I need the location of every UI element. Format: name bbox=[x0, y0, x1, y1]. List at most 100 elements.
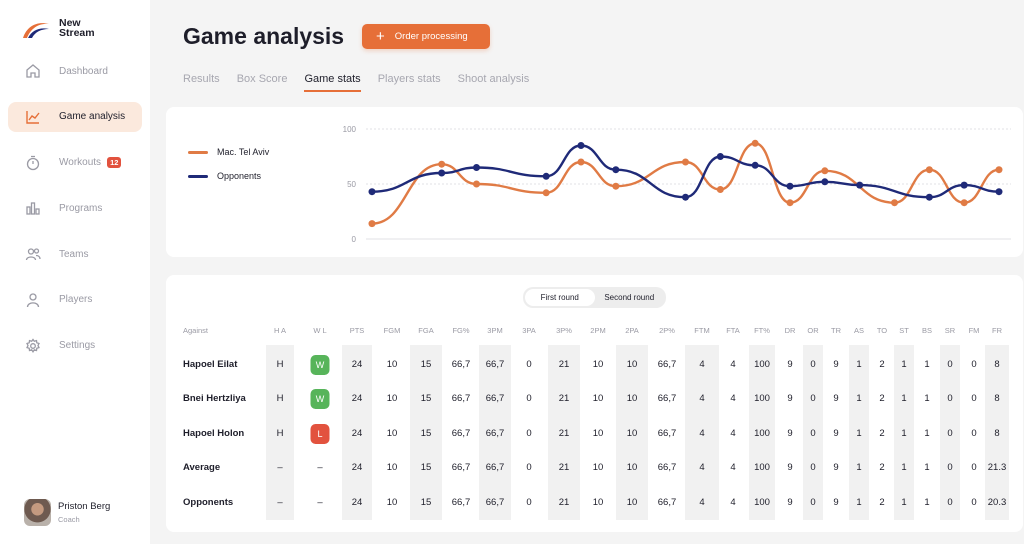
column-header[interactable]: BS bbox=[921, 326, 933, 335]
tab-results[interactable]: Results bbox=[183, 73, 220, 85]
column-header[interactable]: FTM bbox=[694, 326, 710, 335]
column-header[interactable]: 3PM bbox=[487, 326, 503, 335]
sidebar-item-game-analysis[interactable]: Game analysis bbox=[8, 101, 142, 132]
loss-badge: L bbox=[310, 423, 330, 444]
stat-cell: 9 bbox=[833, 427, 839, 439]
stat-cell: 10 bbox=[386, 359, 398, 370]
series-home-point[interactable] bbox=[438, 160, 446, 168]
column-header[interactable]: FGA bbox=[418, 326, 434, 335]
column-header[interactable]: FGM bbox=[383, 326, 401, 335]
series-opponents-point[interactable] bbox=[960, 181, 968, 189]
second-round-button[interactable]: Second round bbox=[604, 293, 655, 302]
first-round-button[interactable]: First round bbox=[525, 289, 595, 306]
series-opponents-point[interactable] bbox=[577, 142, 585, 149]
home-away-cell: H bbox=[276, 393, 284, 405]
series-opponents-point[interactable] bbox=[995, 188, 1003, 196]
column-shade bbox=[749, 345, 775, 520]
tab-shoot-analysis[interactable]: Shoot analysis bbox=[457, 73, 530, 85]
stat-cell: 1 bbox=[856, 496, 862, 508]
sidebar-item-teams[interactable]: Teams bbox=[8, 239, 142, 269]
series-opponents-point[interactable] bbox=[473, 164, 480, 171]
column-header[interactable]: FM bbox=[968, 326, 980, 335]
series-home-point[interactable] bbox=[577, 158, 585, 166]
stat-cell: 9 bbox=[787, 359, 793, 370]
stat-cell: 20.3 bbox=[987, 496, 1007, 508]
series-home-point[interactable] bbox=[716, 186, 724, 193]
tab-game-stats[interactable]: Game stats bbox=[304, 73, 361, 92]
stat-cell: 1 bbox=[924, 496, 930, 508]
series-opponents-point[interactable] bbox=[438, 169, 446, 177]
series-home-point[interactable] bbox=[368, 220, 376, 228]
column-header[interactable]: W L bbox=[313, 326, 327, 335]
stat-cell: 66,7 bbox=[657, 427, 677, 439]
series-home-point[interactable] bbox=[995, 166, 1003, 174]
column-shade bbox=[616, 345, 648, 520]
column-header[interactable]: SR bbox=[944, 326, 956, 335]
column-header[interactable]: AS bbox=[853, 326, 865, 335]
column-header[interactable]: 3P% bbox=[556, 326, 572, 335]
series-opponents-point[interactable] bbox=[751, 161, 759, 169]
column-header[interactable]: TR bbox=[831, 326, 841, 335]
series-home-point[interactable] bbox=[786, 199, 794, 207]
win-badge: W bbox=[310, 389, 330, 410]
order-processing-button[interactable]: + Order processing bbox=[362, 24, 490, 49]
sidebar-item-players[interactable]: Players bbox=[8, 285, 142, 315]
series-home-point[interactable] bbox=[925, 166, 933, 174]
column-header[interactable]: PTS bbox=[349, 326, 365, 335]
sidebar-nav: Dashboard Game analysis Workouts 12 Prog… bbox=[8, 56, 142, 377]
series-home-point[interactable] bbox=[821, 167, 829, 175]
table-row: Hapoel Holon H L 24 10 15 66,7 66,7 0 21 10 10 66,7 4… bbox=[166, 417, 1023, 451]
sidebar-item-programs[interactable]: Programs bbox=[8, 193, 142, 223]
series-opponents-point[interactable] bbox=[542, 172, 550, 180]
stat-cell: 0 bbox=[947, 359, 953, 370]
sidebar-item-settings[interactable]: Settings bbox=[8, 331, 142, 361]
user-icon bbox=[24, 291, 42, 309]
stat-cell: 0 bbox=[947, 496, 953, 508]
user-name: Priston Berg bbox=[58, 501, 111, 512]
series-home-point[interactable] bbox=[891, 199, 898, 207]
series-opponents-point[interactable] bbox=[925, 193, 933, 201]
column-header[interactable]: FTA bbox=[726, 326, 740, 335]
column-header[interactable]: 3PA bbox=[522, 326, 536, 335]
series-opponents-point[interactable] bbox=[856, 181, 864, 189]
stat-cell: 66,7 bbox=[657, 496, 677, 508]
stat-cell: 0 bbox=[971, 496, 977, 508]
series-home-point[interactable] bbox=[682, 158, 689, 166]
sidebar-item-label: Settings bbox=[59, 340, 96, 352]
column-shade bbox=[894, 345, 914, 520]
stat-cell: 0 bbox=[810, 427, 816, 439]
sidebar-item-dashboard[interactable]: Dashboard bbox=[8, 56, 142, 86]
series-home-point[interactable] bbox=[612, 182, 620, 190]
user-profile[interactable]: Priston Berg Coach bbox=[24, 499, 110, 526]
column-header[interactable]: 2PA bbox=[625, 326, 639, 335]
column-header[interactable]: TO bbox=[876, 326, 888, 335]
tab-players-stats[interactable]: Players stats bbox=[377, 73, 441, 85]
column-header[interactable]: FG% bbox=[452, 326, 470, 335]
y-tick-label: 50 bbox=[347, 180, 356, 189]
app-name-line1: New bbox=[59, 17, 81, 29]
tab-box-score[interactable]: Box Score bbox=[236, 73, 288, 85]
series-opponents-point[interactable] bbox=[612, 166, 620, 174]
sidebar-item-workouts[interactable]: Workouts 12 bbox=[8, 148, 142, 178]
team-name: Average bbox=[183, 462, 221, 474]
series-opponents-point[interactable] bbox=[682, 193, 689, 201]
series-opponents-point[interactable] bbox=[716, 153, 724, 160]
series-home-point[interactable] bbox=[473, 180, 480, 188]
series-home-point[interactable] bbox=[542, 189, 550, 197]
column-header[interactable]: H A bbox=[273, 326, 287, 335]
app-logo[interactable]: New Stream bbox=[22, 18, 95, 40]
column-header[interactable]: DR bbox=[784, 326, 796, 335]
column-header[interactable]: 2P% bbox=[659, 326, 675, 335]
column-header[interactable]: FT% bbox=[754, 326, 770, 335]
win-loss-cell: – bbox=[317, 462, 323, 474]
series-home-point[interactable] bbox=[960, 199, 968, 207]
column-header[interactable]: 2PM bbox=[590, 326, 606, 335]
column-header[interactable]: FR bbox=[992, 326, 1002, 335]
column-header[interactable]: OR bbox=[807, 326, 819, 335]
column-header[interactable]: ST bbox=[899, 326, 909, 335]
series-opponents-point[interactable] bbox=[368, 188, 376, 196]
chart-legend: Mac. Tel Aviv Opponents bbox=[188, 147, 269, 195]
series-opponents-point[interactable] bbox=[821, 178, 829, 186]
series-home-point[interactable] bbox=[751, 139, 759, 147]
series-opponents-point[interactable] bbox=[786, 182, 794, 190]
